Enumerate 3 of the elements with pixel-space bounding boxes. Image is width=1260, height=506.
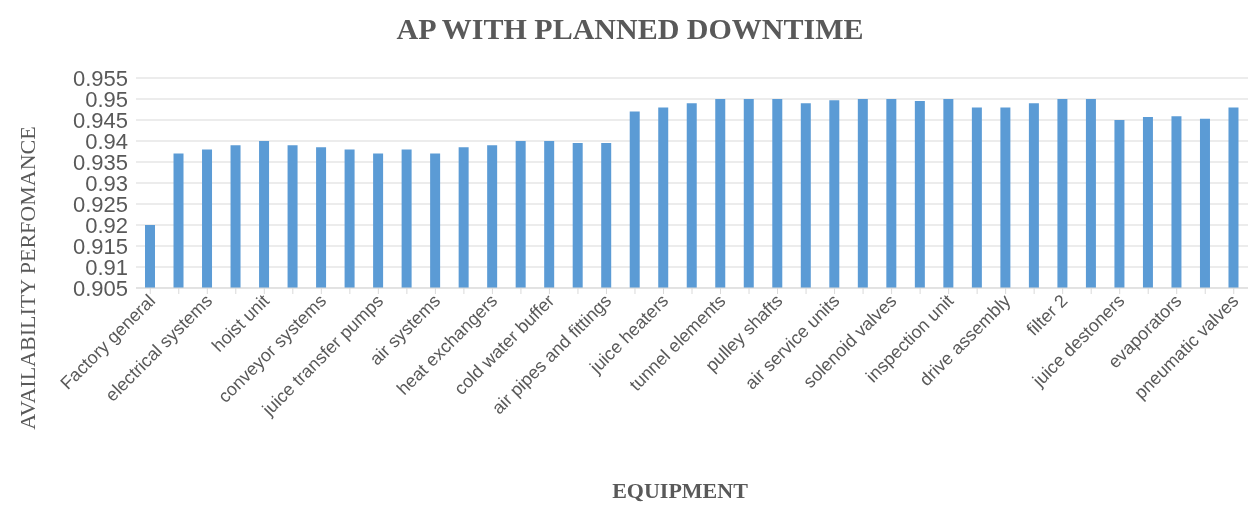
y-axis-title: AVAILABILITY PERFOMANCE	[15, 126, 41, 430]
x-axis-title: EQUIPMENT	[611, 478, 749, 504]
chart-title: AP WITH PLANNED DOWNTIME	[395, 12, 865, 46]
